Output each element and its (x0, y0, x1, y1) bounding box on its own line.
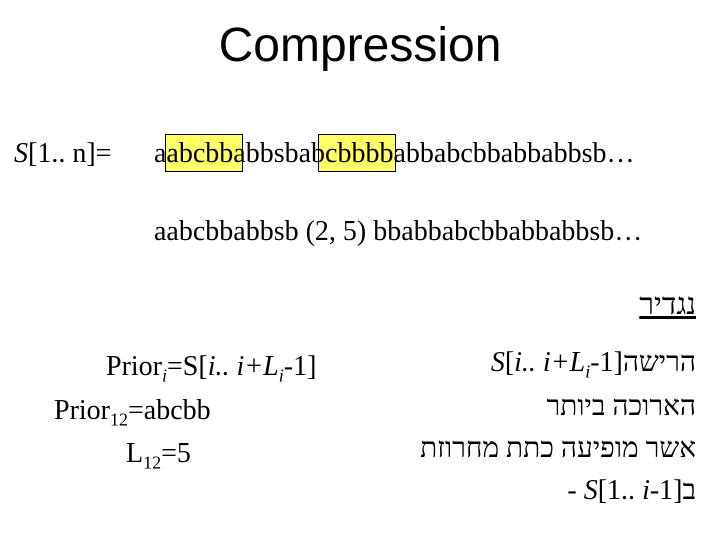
l-12-def: L12=5 (126, 433, 316, 477)
compressed-prefix: aabcbbabbsb (154, 216, 299, 247)
rline-3: אשר מופיעה כתת מחרוזת (420, 428, 696, 470)
lhs-bracket: [1.. n]= (28, 138, 111, 169)
slide: Compression S[1.. n]= aabcbbabbsbabcbbbb… (0, 0, 720, 540)
lhs-expression: S[1.. n]= (14, 138, 111, 170)
rline-2: הארוכה ביותר (420, 386, 696, 428)
rline-1: הרישהS[i.. i+Li-1] (420, 342, 696, 386)
rline-4: בS[1.. i-1] - (420, 470, 696, 512)
compressed-ref: (2, 5) (306, 216, 367, 247)
string-original: aabcbbabbsbabcbbbbabbabcbbabbabbsb… (154, 138, 635, 170)
string-compressed: aabcbbabbsb (2, 5) bbabbabcbbabbabbsb… (154, 216, 642, 248)
compressed-suffix: bbabbabcbbabbabbsb… (373, 216, 642, 247)
lhs-S: S (14, 138, 28, 169)
prior-12-def: Prior12=abcbb (54, 390, 316, 434)
define-header: נגדיר (639, 288, 696, 322)
right-definition: הרישהS[i.. i+Li-1] הארוכה ביותר אשר מופי… (420, 342, 696, 512)
slide-title: Compression (0, 0, 720, 73)
left-definitions: Priori=S[i.. i+Li-1] Prior12=abcbb L12=5 (54, 346, 316, 477)
prior-i-def: Priori=S[i.. i+Li-1] (106, 346, 316, 390)
